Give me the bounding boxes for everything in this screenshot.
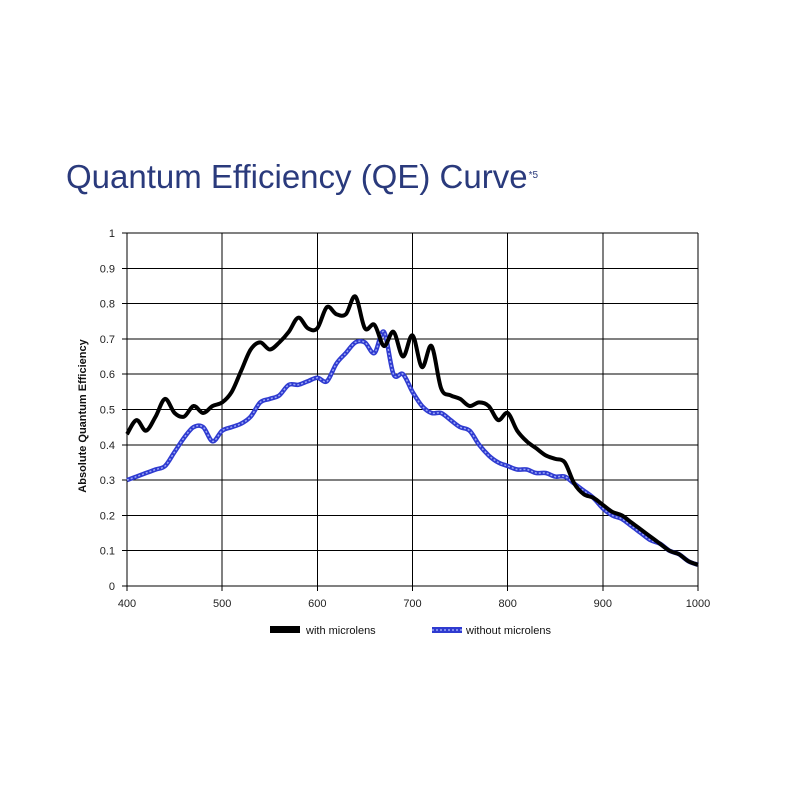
y-axis-ticks: 0 0.1 0.2 0.3 0.4 0.5 0.6 0.7 0.8 0.9 1 — [100, 228, 127, 593]
y-tick-label: 0.3 — [100, 475, 115, 487]
x-tick-label: 600 — [308, 598, 326, 610]
chart-series — [125, 294, 699, 567]
chart-legend: with microlens without microlens — [270, 625, 551, 637]
x-tick-label: 400 — [118, 598, 136, 610]
y-tick-label: 1 — [109, 228, 115, 240]
legend-swatch-without-microlens — [432, 627, 462, 633]
x-tick-label: 1000 — [686, 598, 710, 610]
y-tick-label: 0 — [109, 581, 115, 593]
x-tick-label: 500 — [213, 598, 231, 610]
chart-grid — [126, 232, 699, 587]
x-tick-label: 900 — [594, 598, 612, 610]
y-tick-label: 0.4 — [100, 440, 115, 452]
y-tick-label: 0.2 — [100, 510, 115, 522]
x-axis-ticks: 400 500 600 700 800 900 1000 — [118, 586, 710, 610]
y-tick-label: 0.8 — [100, 299, 115, 311]
y-tick-label: 0.7 — [100, 334, 115, 346]
page-title: Quantum Efficiency (QE) Curve*5 — [66, 158, 538, 196]
x-tick-label: 800 — [498, 598, 516, 610]
y-tick-label: 0.9 — [100, 263, 115, 275]
title-footnote-mark: *5 — [528, 170, 539, 181]
legend-swatch-with-microlens — [270, 626, 300, 633]
y-axis-label: Absolute Quantum Efficiency — [77, 338, 89, 492]
x-tick-label: 700 — [403, 598, 421, 610]
y-tick-label: 0.6 — [100, 369, 115, 381]
y-tick-label: 0.5 — [100, 405, 115, 417]
legend-label-without-microlens: without microlens — [465, 625, 551, 637]
y-tick-label: 0.1 — [100, 546, 115, 558]
legend-label-with-microlens: with microlens — [305, 625, 376, 637]
title-text: Quantum Efficiency (QE) Curve — [66, 158, 528, 195]
